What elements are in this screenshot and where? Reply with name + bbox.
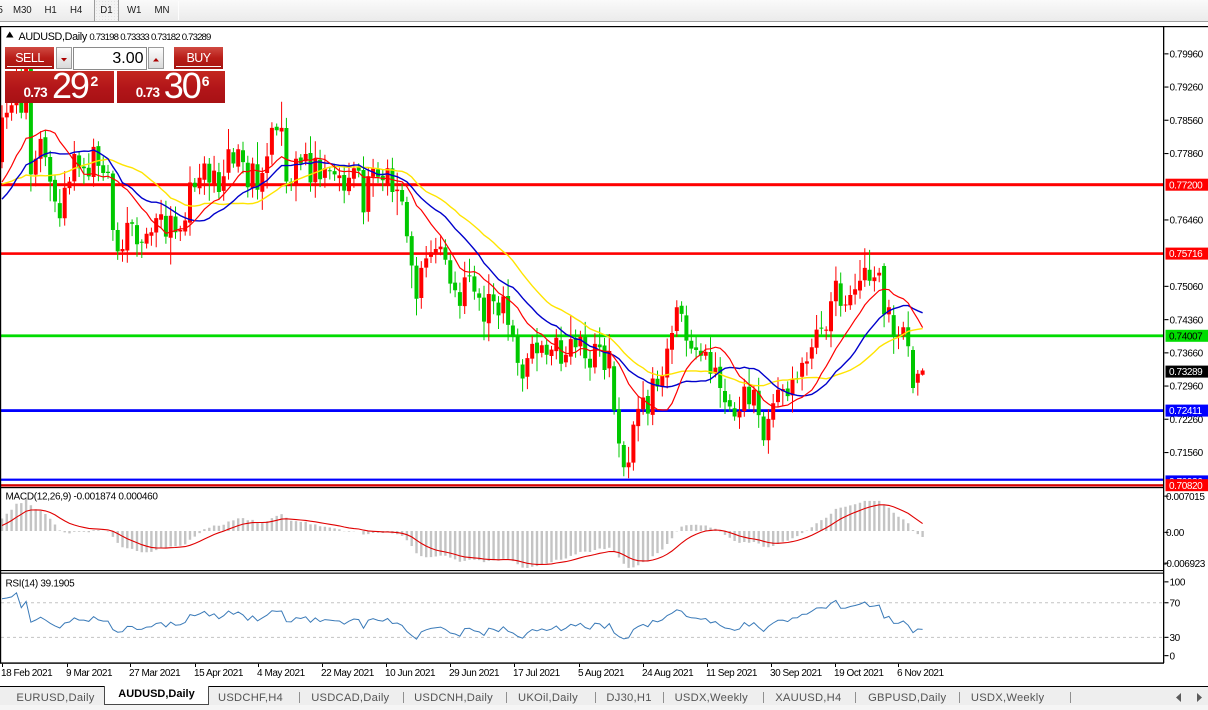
svg-text:17 Jul 2021: 17 Jul 2021: [513, 668, 561, 679]
svg-text:MACD(12,26,9) -0.001874 0.0004: MACD(12,26,9) -0.001874 0.000460: [6, 491, 159, 502]
svg-text:18 Feb 2021: 18 Feb 2021: [1, 668, 53, 679]
svg-text:0.00: 0.00: [1166, 528, 1185, 539]
svg-text:0.77200: 0.77200: [1169, 180, 1203, 191]
svg-text:5 Aug 2021: 5 Aug 2021: [578, 668, 625, 679]
svg-text:30: 30: [1170, 633, 1181, 644]
svg-text:15 Apr 2021: 15 Apr 2021: [194, 668, 244, 679]
svg-text:0.71560: 0.71560: [1170, 448, 1204, 459]
svg-text:0.73198: 0.73198: [89, 32, 118, 43]
svg-text:4 May 2021: 4 May 2021: [257, 668, 306, 679]
svg-text:0.79260: 0.79260: [1170, 83, 1204, 94]
svg-text:0.74360: 0.74360: [1170, 315, 1204, 326]
svg-text:0.74007: 0.74007: [1169, 331, 1203, 342]
svg-text:22 May 2021: 22 May 2021: [321, 668, 375, 679]
svg-text:6 Nov 2021: 6 Nov 2021: [897, 668, 945, 679]
svg-text:27 Mar 2021: 27 Mar 2021: [129, 668, 181, 679]
svg-text:RSI(14) 39.1905: RSI(14) 39.1905: [6, 578, 76, 589]
svg-text:0.73660: 0.73660: [1170, 349, 1204, 360]
svg-text:-0.006923: -0.006923: [1164, 559, 1206, 570]
svg-text:0.73289: 0.73289: [1169, 367, 1203, 378]
svg-text:AUDUSD,Daily: AUDUSD,Daily: [19, 31, 88, 43]
svg-text:0.73333: 0.73333: [120, 32, 149, 43]
svg-text:0.007015: 0.007015: [1166, 492, 1205, 503]
svg-text:0.72411: 0.72411: [1169, 406, 1202, 417]
svg-text:0.70820: 0.70820: [1169, 481, 1203, 492]
svg-text:10 Jun 2021: 10 Jun 2021: [385, 668, 436, 679]
svg-text:0.76460: 0.76460: [1170, 216, 1204, 227]
svg-text:9 Mar 2021: 9 Mar 2021: [66, 668, 113, 679]
svg-text:100: 100: [1170, 578, 1186, 589]
svg-text:0.72960: 0.72960: [1170, 382, 1204, 393]
svg-text:0.72260: 0.72260: [1170, 415, 1204, 426]
svg-text:24 Aug 2021: 24 Aug 2021: [642, 668, 694, 679]
svg-text:0.79960: 0.79960: [1170, 50, 1204, 61]
svg-text:30 Sep 2021: 30 Sep 2021: [770, 668, 823, 679]
svg-text:0.73182: 0.73182: [151, 32, 180, 43]
svg-text:11 Sep 2021: 11 Sep 2021: [706, 668, 758, 679]
svg-text:0.75060: 0.75060: [1170, 282, 1204, 293]
svg-text:0.78560: 0.78560: [1170, 116, 1204, 127]
svg-text:0: 0: [1170, 651, 1176, 662]
svg-text:29 Jun 2021: 29 Jun 2021: [449, 668, 500, 679]
svg-text:0.77860: 0.77860: [1170, 149, 1204, 160]
svg-text:70: 70: [1170, 598, 1181, 609]
svg-text:19 Oct 2021: 19 Oct 2021: [834, 668, 884, 679]
svg-text:0.75716: 0.75716: [1169, 249, 1203, 260]
svg-text:0.73289: 0.73289: [182, 32, 211, 43]
